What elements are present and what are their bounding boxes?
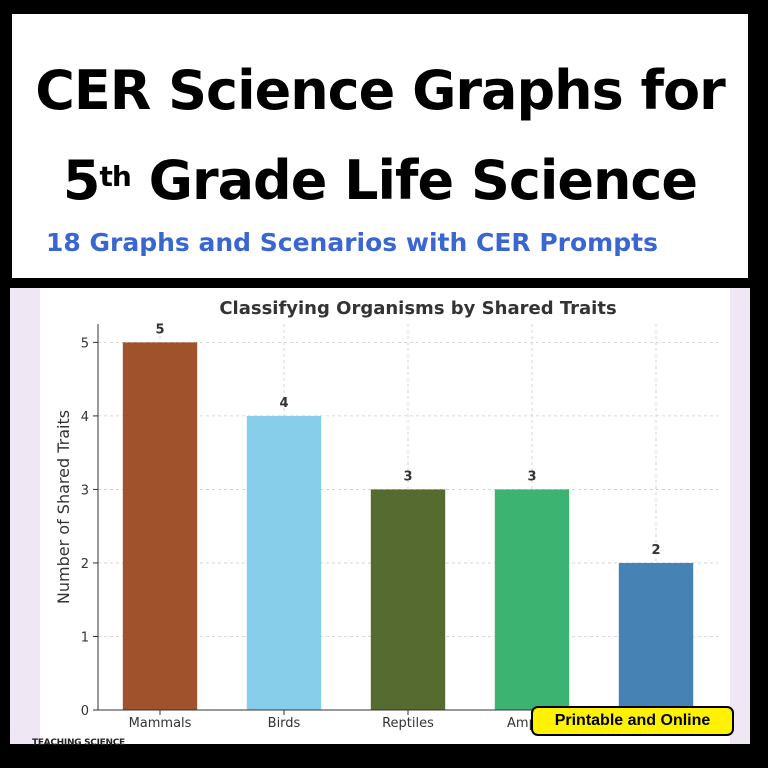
bar-fish <box>618 562 694 710</box>
brand-logo: TEACHING SCIENCE <box>32 738 125 748</box>
printable-online-badge: Printable and Online <box>531 706 734 736</box>
y-tick-label: 2 <box>81 557 89 572</box>
y-tick-label: 5 <box>81 336 89 351</box>
bar-birds <box>246 415 322 710</box>
bar-reptiles <box>370 489 446 710</box>
data-label: 4 <box>279 396 288 411</box>
subtitle: 18 Graphs and Scenarios with CER Prompts <box>46 228 658 257</box>
chart-frame: Classifying Organisms by Shared Traits 0 1… <box>10 288 750 744</box>
chart-card: Classifying Organisms by Shared Traits 0 1… <box>40 288 730 744</box>
title-remainder: Grade Life Science <box>148 149 698 212</box>
data-label: 3 <box>527 469 536 484</box>
y-tick-label: 4 <box>81 410 89 425</box>
bar-mammals <box>122 342 198 710</box>
page-title-line-2: 5th Grade Life Science <box>12 150 748 212</box>
grade-suffix: th <box>99 160 132 193</box>
y-tick-label: 3 <box>81 483 89 498</box>
x-tick-label: Reptiles <box>382 716 434 731</box>
y-axis-label: Number of Shared Traits <box>54 410 73 604</box>
data-label: 3 <box>403 469 412 484</box>
bar-amphibians <box>494 489 570 710</box>
data-label: 2 <box>651 543 660 558</box>
grade-number: 5 <box>62 149 101 212</box>
y-tick-label: 1 <box>81 630 89 645</box>
chart-title: Classifying Organisms by Shared Traits <box>219 298 616 319</box>
y-tick-label: 0 <box>81 704 89 719</box>
x-tick-label: Birds <box>268 716 301 731</box>
data-label: 5 <box>155 322 164 337</box>
bar-chart: Classifying Organisms by Shared Traits 0 1… <box>54 298 718 731</box>
header-banner: CER Science Graphs for 5th Grade Life Sc… <box>12 14 748 278</box>
page-title: CER Science Graphs for <box>35 59 725 122</box>
x-tick-label: Mammals <box>129 716 192 731</box>
